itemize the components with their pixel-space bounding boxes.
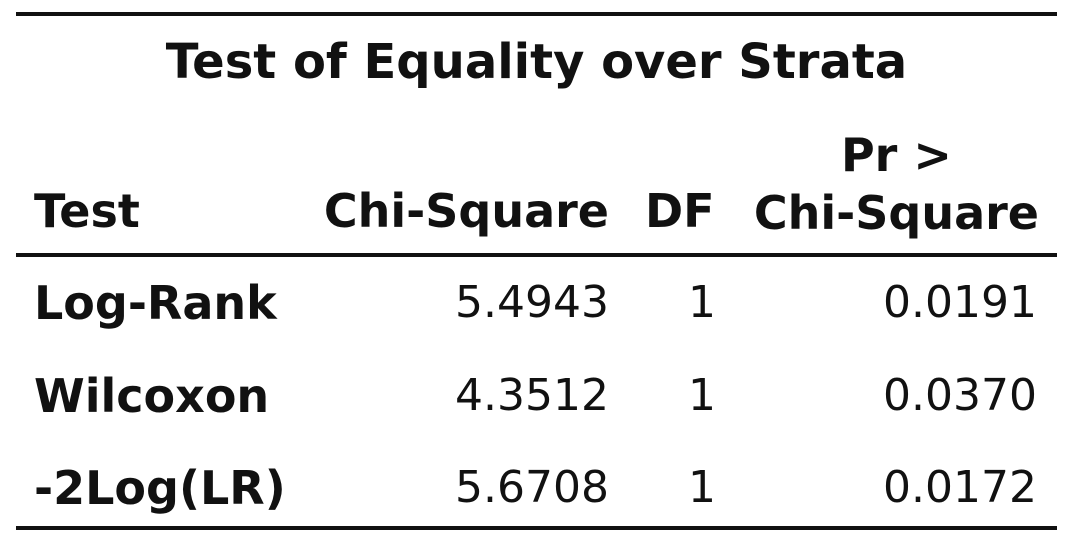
- column-header-test: Test: [34, 184, 140, 238]
- table-title: Test of Equality over Strata: [165, 34, 908, 90]
- row-pr-value: 0.0172: [883, 462, 1037, 513]
- table-row: Log-Rank 5.4943 1 0.0191: [0, 273, 1081, 333]
- row-test-name: Log-Rank: [34, 276, 277, 330]
- table-row: Wilcoxon 4.3512 1 0.0370: [0, 366, 1081, 426]
- column-header-df: DF: [645, 184, 715, 238]
- column-header-chi-square: Chi-Square: [323, 184, 609, 238]
- row-df-value: 1: [688, 277, 716, 328]
- row-test-name: Wilcoxon: [34, 369, 270, 423]
- row-df-value: 1: [688, 370, 716, 421]
- table-top-rule: [16, 12, 1057, 16]
- column-header-pr-line1: Pr >: [840, 128, 952, 182]
- row-pr-value: 0.0370: [883, 370, 1037, 421]
- table-bottom-rule: [16, 526, 1057, 530]
- row-df-value: 1: [688, 462, 716, 513]
- header-divider-rule: [16, 253, 1057, 257]
- column-header-pr-line2: Chi-Square: [753, 186, 1039, 240]
- row-chi-square-value: 5.6708: [455, 462, 609, 513]
- row-chi-square-value: 4.3512: [455, 370, 609, 421]
- row-pr-value: 0.0191: [883, 277, 1037, 328]
- row-test-name: -2Log(LR): [34, 461, 286, 515]
- row-chi-square-value: 5.4943: [455, 277, 609, 328]
- table-row: -2Log(LR) 5.6708 1 0.0172: [0, 458, 1081, 518]
- column-header-pr-chi-square: Pr > Chi-Square: [754, 126, 1039, 242]
